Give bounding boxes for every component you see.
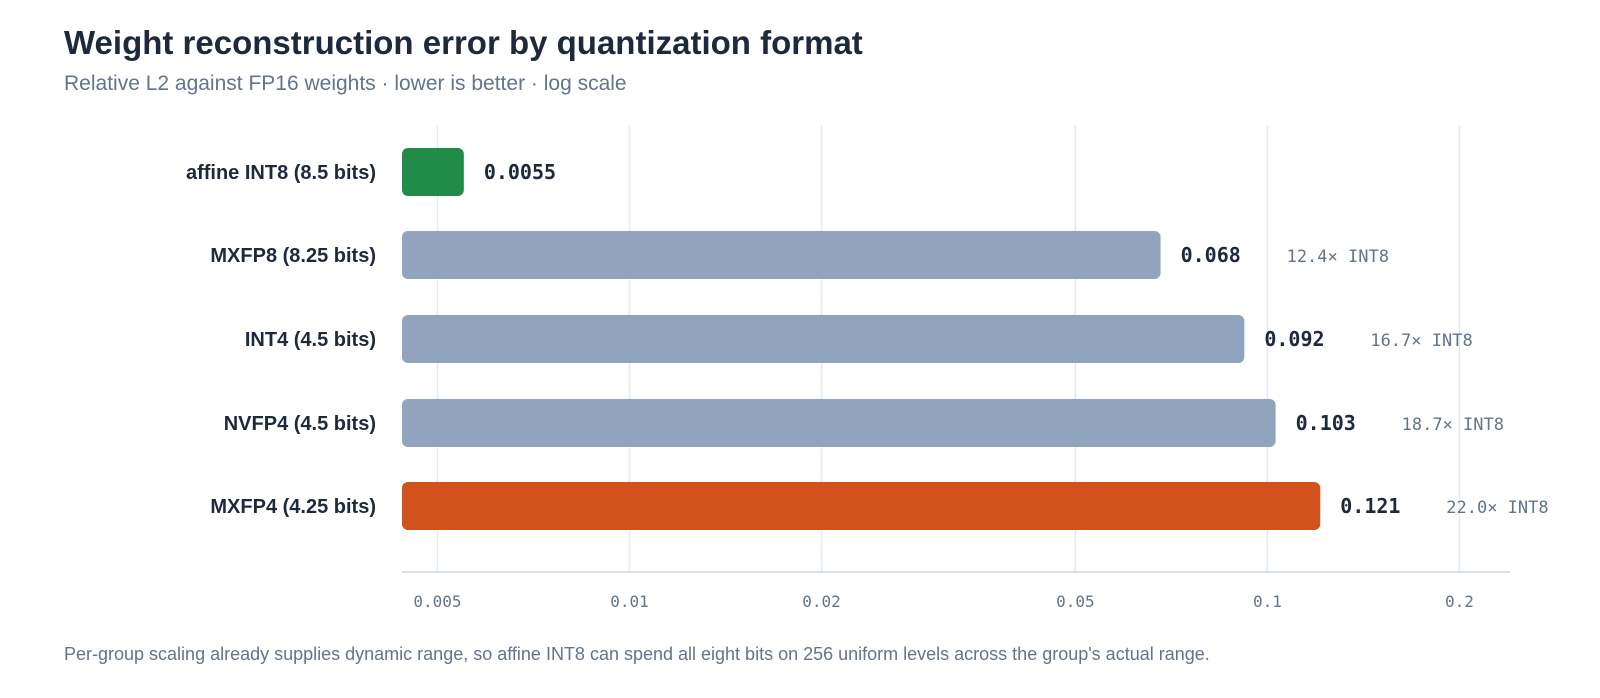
x-tick-label: 0.005 xyxy=(413,592,461,611)
x-tick-label: 0.02 xyxy=(802,592,841,611)
bar xyxy=(402,399,1276,447)
chart-subtitle: Relative L2 against FP16 weights · lower… xyxy=(64,72,627,95)
ratio-label: 18.7× INT8 xyxy=(1402,415,1504,435)
value-label: 0.092 xyxy=(1264,327,1324,351)
category-label: affine INT8 (8.5 bits) xyxy=(186,162,376,184)
bar xyxy=(402,231,1161,279)
category-label: NVFP4 (4.5 bits) xyxy=(224,413,376,435)
value-label: 0.103 xyxy=(1296,411,1356,435)
category-label: INT4 (4.5 bits) xyxy=(245,329,376,351)
x-tick-label: 0.2 xyxy=(1445,592,1474,611)
x-tick-label: 0.05 xyxy=(1056,592,1095,611)
x-tick-label: 0.1 xyxy=(1253,592,1282,611)
bar-chart: 0.005 0.01 0.02 0.05 0.1 0.2 affine INT8 (8.5 … xyxy=(186,125,1549,611)
bar xyxy=(402,148,464,196)
x-tick-label: 0.01 xyxy=(610,592,649,611)
ratio-label: 22.0× INT8 xyxy=(1446,498,1548,518)
chart-footnote: Per-group scaling already supplies dynam… xyxy=(64,644,1210,664)
value-label: 0.121 xyxy=(1340,494,1400,518)
bar xyxy=(402,482,1321,530)
value-label: 0.0055 xyxy=(484,160,556,184)
chart-title: Weight reconstruction error by quantizat… xyxy=(64,24,863,61)
category-label: MXFP8 (8.25 bits) xyxy=(210,245,376,267)
category-label: MXFP4 (4.25 bits) xyxy=(210,496,376,518)
ratio-label: 16.7× INT8 xyxy=(1370,331,1472,351)
ratio-label: 12.4× INT8 xyxy=(1287,247,1389,267)
bar xyxy=(402,315,1245,363)
value-label: 0.068 xyxy=(1181,243,1241,267)
